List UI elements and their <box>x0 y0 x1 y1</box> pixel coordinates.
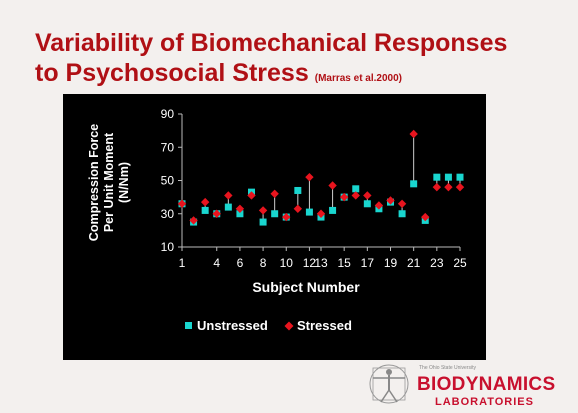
stressed-point <box>293 204 303 213</box>
x-tick-label: 10 <box>280 256 294 270</box>
legend-stressed-label: Stressed <box>297 318 352 333</box>
unstressed-point <box>236 210 244 218</box>
x-tick-label: 4 <box>213 256 220 270</box>
unstressed-point <box>433 173 441 181</box>
unstressed-point <box>259 218 267 226</box>
y-tick-label: 90 <box>161 107 175 121</box>
x-tick-label: 8 <box>260 256 267 270</box>
stressed-point <box>224 191 233 200</box>
y-tick-label: 10 <box>161 240 175 254</box>
unstressed-point <box>398 210 406 218</box>
unstressed-point <box>294 186 302 194</box>
slide-title: Variability of Biomechanical Responses t… <box>35 28 507 94</box>
stressed-point <box>282 212 291 222</box>
stressed-point <box>189 216 198 225</box>
legend-unstressed-marker <box>185 322 192 329</box>
biodynamics-logo: The Ohio State University BIODYNAMICS LA… <box>363 358 555 413</box>
x-tick-label: 17 <box>361 256 375 270</box>
stressed-point <box>432 182 442 192</box>
unstressed-point <box>305 208 313 216</box>
stressed-point <box>247 191 256 200</box>
unstressed-point <box>363 200 371 208</box>
stressed-point <box>351 191 360 200</box>
y-axis-label-line: (N/Nm) <box>117 162 131 203</box>
stressed-point <box>200 197 210 207</box>
logo-name: BIODYNAMICS <box>417 374 556 395</box>
unstressed-point <box>271 210 279 218</box>
citation: (Marras et al.2000) <box>314 73 403 84</box>
stressed-point <box>421 212 430 222</box>
unstressed-point <box>352 185 360 193</box>
stressed-point <box>270 189 279 198</box>
title-line-2: to Psychosocial Stress (Marras et al.2000… <box>35 58 507 94</box>
x-tick-label: 6 <box>237 256 244 270</box>
x-tick-label: 23 <box>430 256 444 270</box>
x-tick-label: 12 <box>303 256 317 270</box>
y-axis-label-line: Per Unit Moment <box>102 132 116 232</box>
y-tick-label: 50 <box>161 174 175 188</box>
legend-unstressed-label: Unstressed <box>197 318 268 333</box>
x-tick-label: 21 <box>407 256 421 270</box>
stressed-point <box>305 172 314 182</box>
unstressed-point <box>224 203 232 211</box>
title-line-2-text: to Psychosocial Stress <box>35 59 309 87</box>
stressed-point <box>444 182 453 192</box>
stressed-point <box>328 181 337 190</box>
stressed-point <box>455 182 465 192</box>
x-tick-label: 19 <box>384 256 398 270</box>
x-tick-label: 1 <box>179 256 186 270</box>
x-tick-label: 15 <box>337 256 351 270</box>
unstressed-point <box>444 173 452 181</box>
stressed-point <box>235 204 245 213</box>
stressed-point <box>409 129 418 139</box>
x-axis-label: Subject Number <box>252 279 360 295</box>
stressed-point <box>363 191 372 200</box>
stressed-point <box>386 196 395 205</box>
x-tick-label: 13 <box>314 256 328 270</box>
legend-stressed-marker <box>284 321 294 331</box>
logo-sub: LABORATORIES <box>435 396 534 408</box>
title-line-1: Variability of Biomechanical Responses <box>35 29 508 57</box>
y-axis-label-line: Compression Force <box>87 124 101 241</box>
logo-university-text: The Ohio State University <box>419 365 476 371</box>
y-tick-label: 70 <box>161 140 175 154</box>
chart-panel: 10 30 50 70 90 1 4 6 8 10 12 13 15 17 19 21 23 25 Compress… <box>63 94 486 360</box>
vitruvian-man-icon <box>369 364 409 404</box>
x-tick-label: 25 <box>453 256 467 270</box>
y-tick-label: 30 <box>161 207 175 221</box>
unstressed-point <box>456 173 464 181</box>
unstressed-point <box>201 206 209 214</box>
stressed-point <box>397 199 407 208</box>
stressed-point <box>212 209 221 218</box>
unstressed-point <box>410 180 418 188</box>
stressed-point <box>258 206 268 215</box>
unstressed-point <box>329 206 337 214</box>
